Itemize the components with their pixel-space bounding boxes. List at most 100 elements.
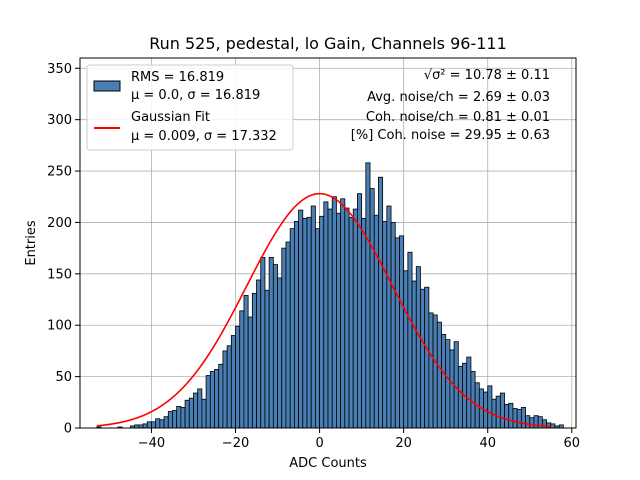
histogram-bar [172, 410, 178, 429]
y-tick-label: 150 [47, 267, 72, 282]
histogram-bar [453, 341, 459, 429]
histogram-bar [155, 418, 161, 429]
histogram-bar [272, 264, 278, 429]
histogram-bar [529, 417, 535, 429]
histogram-bar [260, 256, 266, 429]
histogram-bar [432, 314, 438, 429]
x-axis-ticks: −40 −20 0 20 40 60 [138, 428, 580, 451]
x-tick-label: 0 [315, 436, 323, 451]
histogram-bar [340, 198, 346, 429]
histogram-bar [499, 392, 505, 429]
histogram-bar [386, 205, 392, 429]
histogram-bar [512, 408, 518, 429]
histogram-bar [415, 266, 421, 429]
y-axis-ticks: 0 50 100 150 200 250 300 350 [47, 62, 80, 437]
histogram-bar [197, 388, 203, 429]
histogram-bar [146, 421, 152, 429]
histogram-bar [268, 256, 274, 429]
histogram-bar [163, 416, 169, 429]
x-axis-label: ADC Counts [289, 456, 367, 471]
histogram-bar [525, 415, 531, 429]
histogram-bar [256, 279, 262, 429]
histogram-bar [293, 221, 299, 429]
histogram-bar [188, 397, 194, 429]
histogram-bar [352, 208, 358, 429]
histogram-bar [508, 402, 514, 429]
histogram-bar [323, 201, 329, 429]
annotation-avg-noise: Avg. noise/ch = 2.69 ± 0.03 [367, 90, 550, 105]
histogram-bar [520, 407, 526, 429]
histogram-bar [209, 371, 215, 429]
gaussian-fit-line [96, 192, 551, 428]
histogram-bar [445, 339, 451, 429]
x-tick-label: 20 [395, 436, 412, 451]
histogram-bar [411, 280, 417, 429]
histogram-bar [302, 217, 308, 429]
x-tick-label: −20 [222, 436, 249, 451]
histogram-bar [420, 288, 426, 429]
histogram-bar [336, 212, 342, 429]
histogram-bar [142, 423, 148, 429]
histogram-bar [436, 321, 442, 429]
histogram-bar [487, 385, 493, 429]
histogram-bar [239, 310, 245, 429]
histogram-bar [424, 286, 430, 429]
histogram-bar [184, 399, 190, 429]
legend: RMS = 16.819 μ = 0.0, σ = 16.819 Gaussia… [86, 64, 294, 151]
histogram-bar [365, 162, 371, 429]
histogram-bar [369, 188, 375, 429]
histogram-bar [504, 403, 510, 429]
y-tick-label: 50 [55, 370, 72, 385]
histogram-bar [247, 316, 253, 429]
legend-histogram-label: RMS = 16.819 [131, 70, 224, 85]
chart-title: Run 525, pedestal, lo Gain, Channels 96-… [149, 34, 507, 53]
histogram-bar [214, 369, 220, 429]
x-tick-label: 60 [564, 436, 581, 451]
histogram-bar [222, 350, 228, 429]
histogram-bar [457, 365, 463, 429]
legend-box [86, 64, 294, 151]
y-tick-label: 350 [47, 62, 72, 77]
histogram-bar [235, 325, 241, 429]
histogram-bar [441, 334, 447, 429]
histogram-bar [264, 289, 270, 429]
annotation-coh-noise-percent: [%] Coh. noise = 29.95 ± 0.63 [351, 128, 550, 143]
x-tick-label: 40 [479, 436, 496, 451]
histogram-bar [533, 415, 539, 429]
histogram-bar [226, 345, 232, 429]
histogram-bar [516, 409, 522, 429]
plot-frame [79, 57, 577, 429]
y-tick-label: 250 [47, 165, 72, 180]
histogram-bar [399, 235, 405, 429]
histogram-bar [205, 375, 211, 429]
histogram-bar [298, 209, 304, 429]
histogram-bar [373, 214, 379, 429]
histogram-bar [344, 207, 350, 429]
histogram-bar [193, 392, 199, 429]
histogram-bar [230, 335, 236, 429]
histogram-bar [151, 421, 157, 429]
histogram-bar [159, 419, 165, 429]
histogram-bar [394, 237, 400, 429]
y-tick-label: 200 [47, 216, 72, 231]
y-axis-label: Entries [24, 220, 39, 266]
y-tick-label: 0 [64, 422, 72, 437]
histogram-bar [319, 215, 325, 429]
histogram-bar [378, 176, 384, 429]
histogram-bar [449, 349, 455, 429]
histogram-bar [201, 398, 207, 429]
histogram-bar [428, 312, 434, 429]
histogram-bar [218, 363, 224, 429]
legend-histogram-swatch [93, 80, 121, 92]
histogram-bar [390, 222, 396, 429]
histogram-bar [310, 205, 316, 429]
histogram-bar [289, 228, 295, 429]
histogram-bar [327, 208, 333, 429]
annotation-coh-noise: Coh. noise/ch = 0.81 ± 0.01 [366, 110, 550, 125]
legend-fit-stats: μ = 0.009, σ = 17.332 [131, 129, 277, 144]
histogram-bar [314, 228, 320, 429]
y-tick-label: 300 [47, 113, 72, 128]
x-tick-label: −40 [138, 436, 165, 451]
histogram-bar [361, 217, 367, 429]
